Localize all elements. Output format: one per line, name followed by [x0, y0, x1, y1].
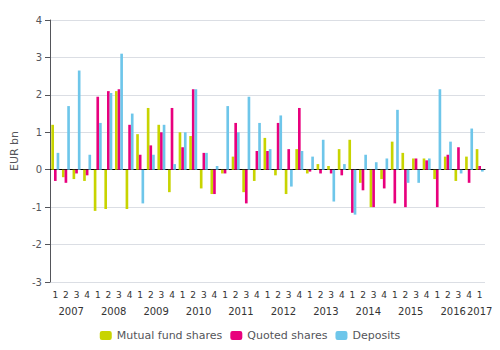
- svg-text:2007: 2007: [58, 306, 83, 317]
- svg-text:3: 3: [328, 290, 334, 300]
- svg-text:3: 3: [159, 290, 165, 300]
- svg-text:1: 1: [52, 290, 58, 300]
- svg-text:2: 2: [190, 290, 196, 300]
- svg-text:4: 4: [169, 290, 175, 300]
- svg-text:3: 3: [36, 52, 42, 63]
- svg-text:2: 2: [275, 290, 281, 300]
- svg-text:2: 2: [63, 290, 69, 300]
- svg-text:3: 3: [243, 290, 249, 300]
- svg-text:0: 0: [36, 164, 42, 175]
- svg-text:2016: 2016: [440, 306, 465, 317]
- svg-text:3: 3: [371, 290, 377, 300]
- svg-text:2: 2: [36, 89, 42, 100]
- svg-text:3: 3: [456, 290, 462, 300]
- svg-text:4: 4: [36, 15, 42, 26]
- svg-text:1: 1: [95, 290, 101, 300]
- svg-text:3: 3: [74, 290, 80, 300]
- svg-text:2: 2: [233, 290, 239, 300]
- svg-text:4: 4: [296, 290, 302, 300]
- svg-text:1: 1: [222, 290, 228, 300]
- svg-text:1: 1: [477, 290, 483, 300]
- svg-text:2: 2: [318, 290, 324, 300]
- svg-text:-1: -1: [32, 202, 42, 213]
- svg-text:4: 4: [466, 290, 472, 300]
- svg-text:1: 1: [392, 290, 398, 300]
- svg-text:2012: 2012: [271, 306, 296, 317]
- svg-text:2008: 2008: [101, 306, 126, 317]
- svg-text:2015: 2015: [398, 306, 423, 317]
- svg-text:3: 3: [116, 290, 122, 300]
- svg-text:4: 4: [339, 290, 345, 300]
- svg-text:1: 1: [137, 290, 143, 300]
- svg-text:2010: 2010: [186, 306, 211, 317]
- svg-text:EUR bn: EUR bn: [8, 131, 21, 171]
- svg-text:4: 4: [424, 290, 430, 300]
- svg-text:4: 4: [381, 290, 387, 300]
- svg-text:2: 2: [403, 290, 409, 300]
- svg-text:2: 2: [445, 290, 451, 300]
- svg-text:2: 2: [360, 290, 366, 300]
- svg-text:4: 4: [254, 290, 260, 300]
- svg-text:3: 3: [413, 290, 419, 300]
- svg-text:4: 4: [84, 290, 90, 300]
- svg-text:1: 1: [307, 290, 313, 300]
- svg-text:2: 2: [105, 290, 111, 300]
- svg-text:2013: 2013: [313, 306, 338, 317]
- svg-text:-2: -2: [32, 239, 42, 250]
- svg-text:2014: 2014: [356, 306, 381, 317]
- svg-text:Quoted shares: Quoted shares: [247, 329, 327, 342]
- svg-text:2017: 2017: [467, 306, 492, 317]
- svg-text:1: 1: [265, 290, 271, 300]
- svg-text:1: 1: [36, 127, 42, 138]
- svg-text:1: 1: [350, 290, 356, 300]
- svg-text:2009: 2009: [143, 306, 168, 317]
- svg-text:1: 1: [180, 290, 186, 300]
- svg-text:2: 2: [148, 290, 154, 300]
- svg-text:Mutual fund shares: Mutual fund shares: [117, 329, 223, 342]
- svg-text:3: 3: [201, 290, 207, 300]
- svg-text:4: 4: [212, 290, 218, 300]
- svg-text:2011: 2011: [228, 306, 253, 317]
- svg-text:Deposits: Deposits: [352, 329, 400, 342]
- svg-text:3: 3: [286, 290, 292, 300]
- svg-text:4: 4: [127, 290, 133, 300]
- svg-text:1: 1: [434, 290, 440, 300]
- svg-text:-3: -3: [32, 277, 42, 288]
